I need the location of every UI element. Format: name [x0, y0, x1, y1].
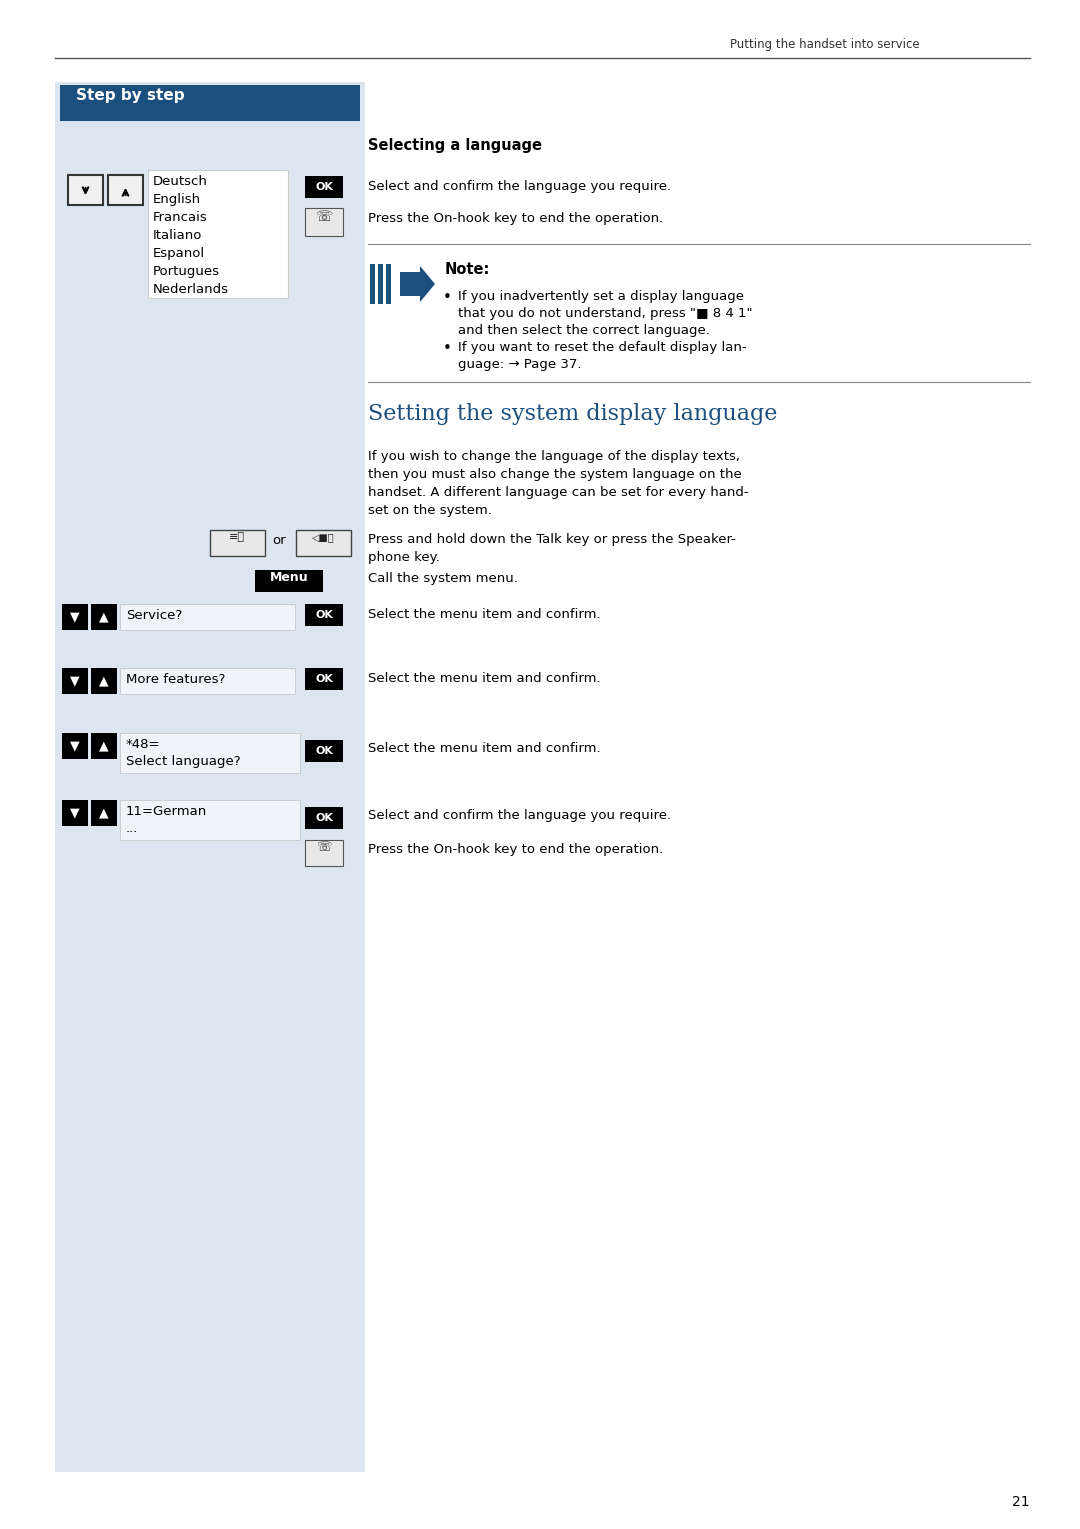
Bar	[108, 174, 143, 205]
Text: Italiano: Italiano	[153, 229, 202, 242]
Text: Press the On-hook key to end the operation.: Press the On-hook key to end the operati…	[368, 213, 663, 225]
Text: ▲: ▲	[99, 806, 109, 820]
Text: OK: OK	[315, 610, 333, 619]
Text: OK: OK	[315, 813, 333, 823]
Text: Press and hold down the Talk key or press the Speaker-: Press and hold down the Talk key or pres…	[368, 534, 735, 546]
Bar	[305, 176, 343, 197]
Bar	[305, 839, 343, 865]
Text: ≡⎿: ≡⎿	[229, 532, 245, 541]
Text: English: English	[153, 193, 201, 206]
Bar	[55, 83, 365, 1472]
Text: OK: OK	[315, 746, 333, 755]
Text: Menu: Menu	[270, 570, 308, 584]
Text: Setting the system display language: Setting the system display language	[368, 404, 778, 425]
Text: ▼: ▼	[70, 806, 80, 820]
Text: Espanol: Espanol	[153, 248, 205, 260]
Text: Select the menu item and confirm.: Select the menu item and confirm.	[368, 742, 600, 755]
Text: •: •	[443, 291, 451, 304]
Bar	[60, 86, 360, 121]
Bar	[91, 668, 117, 694]
Text: ...: ...	[126, 823, 138, 835]
Text: Select the menu item and confirm.: Select the menu item and confirm.	[368, 673, 600, 685]
Text: Note:: Note:	[445, 261, 490, 277]
Text: If you wish to change the language of the display texts,: If you wish to change the language of th…	[368, 450, 740, 463]
Bar	[91, 800, 117, 826]
Text: phone key.: phone key.	[368, 550, 440, 564]
Text: handset. A different language can be set for every hand-: handset. A different language can be set…	[368, 486, 748, 498]
Bar	[386, 265, 391, 304]
Text: Select and confirm the language you require.: Select and confirm the language you requ…	[368, 180, 671, 193]
Text: If you inadvertently set a display language: If you inadvertently set a display langu…	[458, 291, 744, 303]
Polygon shape	[400, 266, 435, 303]
Bar	[305, 668, 343, 690]
Bar	[305, 604, 343, 625]
Text: OK: OK	[315, 674, 333, 683]
Text: Press the On-hook key to end the operation.: Press the On-hook key to end the operati…	[368, 842, 663, 856]
Bar	[120, 732, 300, 774]
Text: Francais: Francais	[153, 211, 207, 225]
Bar	[378, 265, 383, 304]
Text: ◁■⎿: ◁■⎿	[312, 532, 335, 541]
Text: OK: OK	[315, 182, 333, 193]
Text: guage: → Page 37.: guage: → Page 37.	[458, 358, 581, 372]
Text: More features?: More features?	[126, 673, 226, 687]
Text: ▼: ▼	[70, 674, 80, 688]
Bar	[62, 668, 87, 694]
Text: then you must also change the system language on the: then you must also change the system lan…	[368, 468, 742, 482]
Text: ▼: ▼	[70, 610, 80, 624]
Text: If you want to reset the default display lan-: If you want to reset the default display…	[458, 341, 746, 355]
Text: ▲: ▲	[99, 740, 109, 752]
Text: Call the system menu.: Call the system menu.	[368, 572, 518, 586]
Text: Select and confirm the language you require.: Select and confirm the language you requ…	[368, 809, 671, 823]
Text: Putting the handset into service: Putting the handset into service	[730, 38, 920, 50]
Bar	[148, 170, 288, 298]
Text: or: or	[272, 534, 285, 547]
Text: Step by step: Step by step	[76, 89, 185, 102]
Bar	[305, 740, 343, 761]
Text: •: •	[443, 341, 451, 356]
Bar	[305, 807, 343, 829]
Bar	[120, 604, 295, 630]
Text: Selecting a language: Selecting a language	[368, 138, 542, 153]
Text: ▲: ▲	[99, 674, 109, 688]
Bar	[91, 732, 117, 758]
Bar	[255, 570, 323, 592]
Bar	[68, 174, 103, 205]
Bar	[62, 604, 87, 630]
Text: Nederlands: Nederlands	[153, 283, 229, 297]
Text: Select the menu item and confirm.: Select the menu item and confirm.	[368, 609, 600, 621]
Text: 21: 21	[1012, 1495, 1030, 1509]
Text: 11=German: 11=German	[126, 804, 207, 818]
Text: Portugues: Portugues	[153, 265, 220, 278]
Text: set on the system.: set on the system.	[368, 505, 491, 517]
Bar	[370, 265, 375, 304]
Bar	[62, 732, 87, 758]
Text: *48=: *48=	[126, 739, 161, 751]
Text: that you do not understand, press "■ 8 4 1": that you do not understand, press "■ 8 4…	[458, 307, 753, 320]
Text: Service?: Service?	[126, 609, 183, 622]
Bar	[296, 531, 351, 557]
Text: Deutsch: Deutsch	[153, 174, 207, 188]
Bar	[120, 800, 300, 839]
Bar	[91, 604, 117, 630]
Bar	[62, 800, 87, 826]
Bar	[210, 531, 265, 557]
Text: ☏: ☏	[315, 209, 333, 225]
Text: ▼: ▼	[70, 740, 80, 752]
Text: ▲: ▲	[99, 610, 109, 624]
Bar	[305, 208, 343, 235]
Text: and then select the correct language.: and then select the correct language.	[458, 324, 710, 336]
Text: Select language?: Select language?	[126, 755, 241, 768]
Text: ☏: ☏	[316, 841, 332, 855]
Bar	[120, 668, 295, 694]
